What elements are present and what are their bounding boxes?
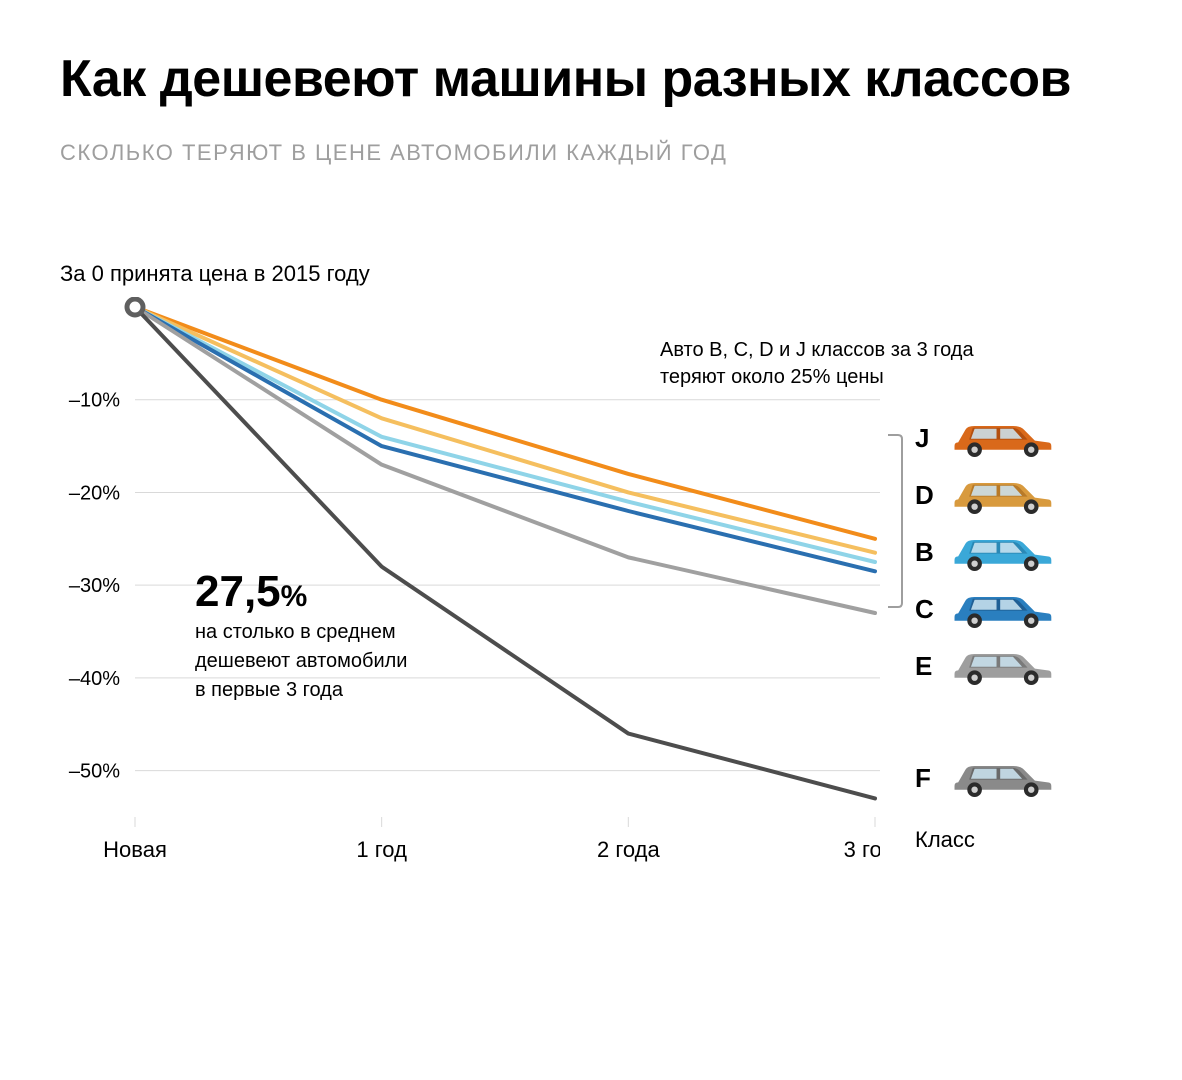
- car-icon: [947, 472, 1057, 514]
- callout-percent-sign: %: [281, 580, 308, 613]
- legend-item-J: J: [915, 415, 1057, 462]
- page-subtitle: СКОЛЬКО ТЕРЯЮТ В ЦЕНЕ АВТОМОБИЛИ КАЖДЫЙ …: [60, 140, 1122, 166]
- legend-item-E: E: [915, 643, 1057, 690]
- page-title: Как дешевеют машины разных классов: [60, 50, 1122, 110]
- callout-line3: в первые 3 года: [195, 677, 407, 704]
- svg-text:–30%: –30%: [69, 575, 120, 597]
- callout-line2: дешевеют автомобили: [195, 648, 407, 675]
- legend-letter: D: [915, 480, 937, 511]
- svg-text:–50%: –50%: [69, 760, 120, 782]
- cluster-annotation-line1: Авто B, C, D и J классов за 3 года: [660, 337, 974, 364]
- legend-letter: J: [915, 423, 937, 454]
- svg-text:–10%: –10%: [69, 390, 120, 412]
- car-icon: [947, 755, 1057, 797]
- chart-container: –10% –20% –30% –40% –50% Новая 1 год 2 года 3 го…: [60, 297, 1122, 912]
- legend-item-B: B: [915, 529, 1057, 576]
- average-callout: 27,5% на столько в среднем дешевеют авто…: [195, 567, 407, 704]
- legend-axis-label: Класс: [915, 827, 975, 853]
- legend-car-icon: [947, 529, 1057, 576]
- legend-letter: F: [915, 763, 937, 794]
- car-icon: [947, 415, 1057, 457]
- legend-item-C: C: [915, 586, 1057, 633]
- car-icon: [947, 643, 1057, 685]
- legend-letter: B: [915, 537, 937, 568]
- svg-text:3 года: 3 года: [844, 837, 880, 862]
- legend-car-icon: [947, 643, 1057, 690]
- svg-text:2 года: 2 года: [597, 837, 660, 862]
- legend-car-icon: [947, 586, 1057, 633]
- legend-letter: C: [915, 594, 937, 625]
- svg-text:–40%: –40%: [69, 668, 120, 690]
- legend-item-D: D: [915, 472, 1057, 519]
- car-icon: [947, 529, 1057, 571]
- svg-text:Новая: Новая: [103, 837, 167, 862]
- legend-bracket: [60, 297, 61, 298]
- legend-car-icon: [947, 472, 1057, 519]
- svg-text:–20%: –20%: [69, 482, 120, 504]
- legend-car-icon: [947, 415, 1057, 462]
- chart-baseline-note: За 0 принята цена в 2015 году: [60, 261, 1122, 287]
- callout-line1: на столько в среднем: [195, 619, 407, 646]
- legend-letter: E: [915, 651, 937, 682]
- cluster-annotation-line2: теряют около 25% цены: [660, 364, 974, 391]
- legend-car-icon: [947, 755, 1057, 802]
- car-icon: [947, 586, 1057, 628]
- cluster-annotation: Авто B, C, D и J классов за 3 года теряю…: [660, 337, 974, 391]
- svg-text:1 год: 1 год: [356, 837, 407, 862]
- callout-value: 27,5: [195, 567, 281, 616]
- legend-item-F: F: [915, 755, 1057, 802]
